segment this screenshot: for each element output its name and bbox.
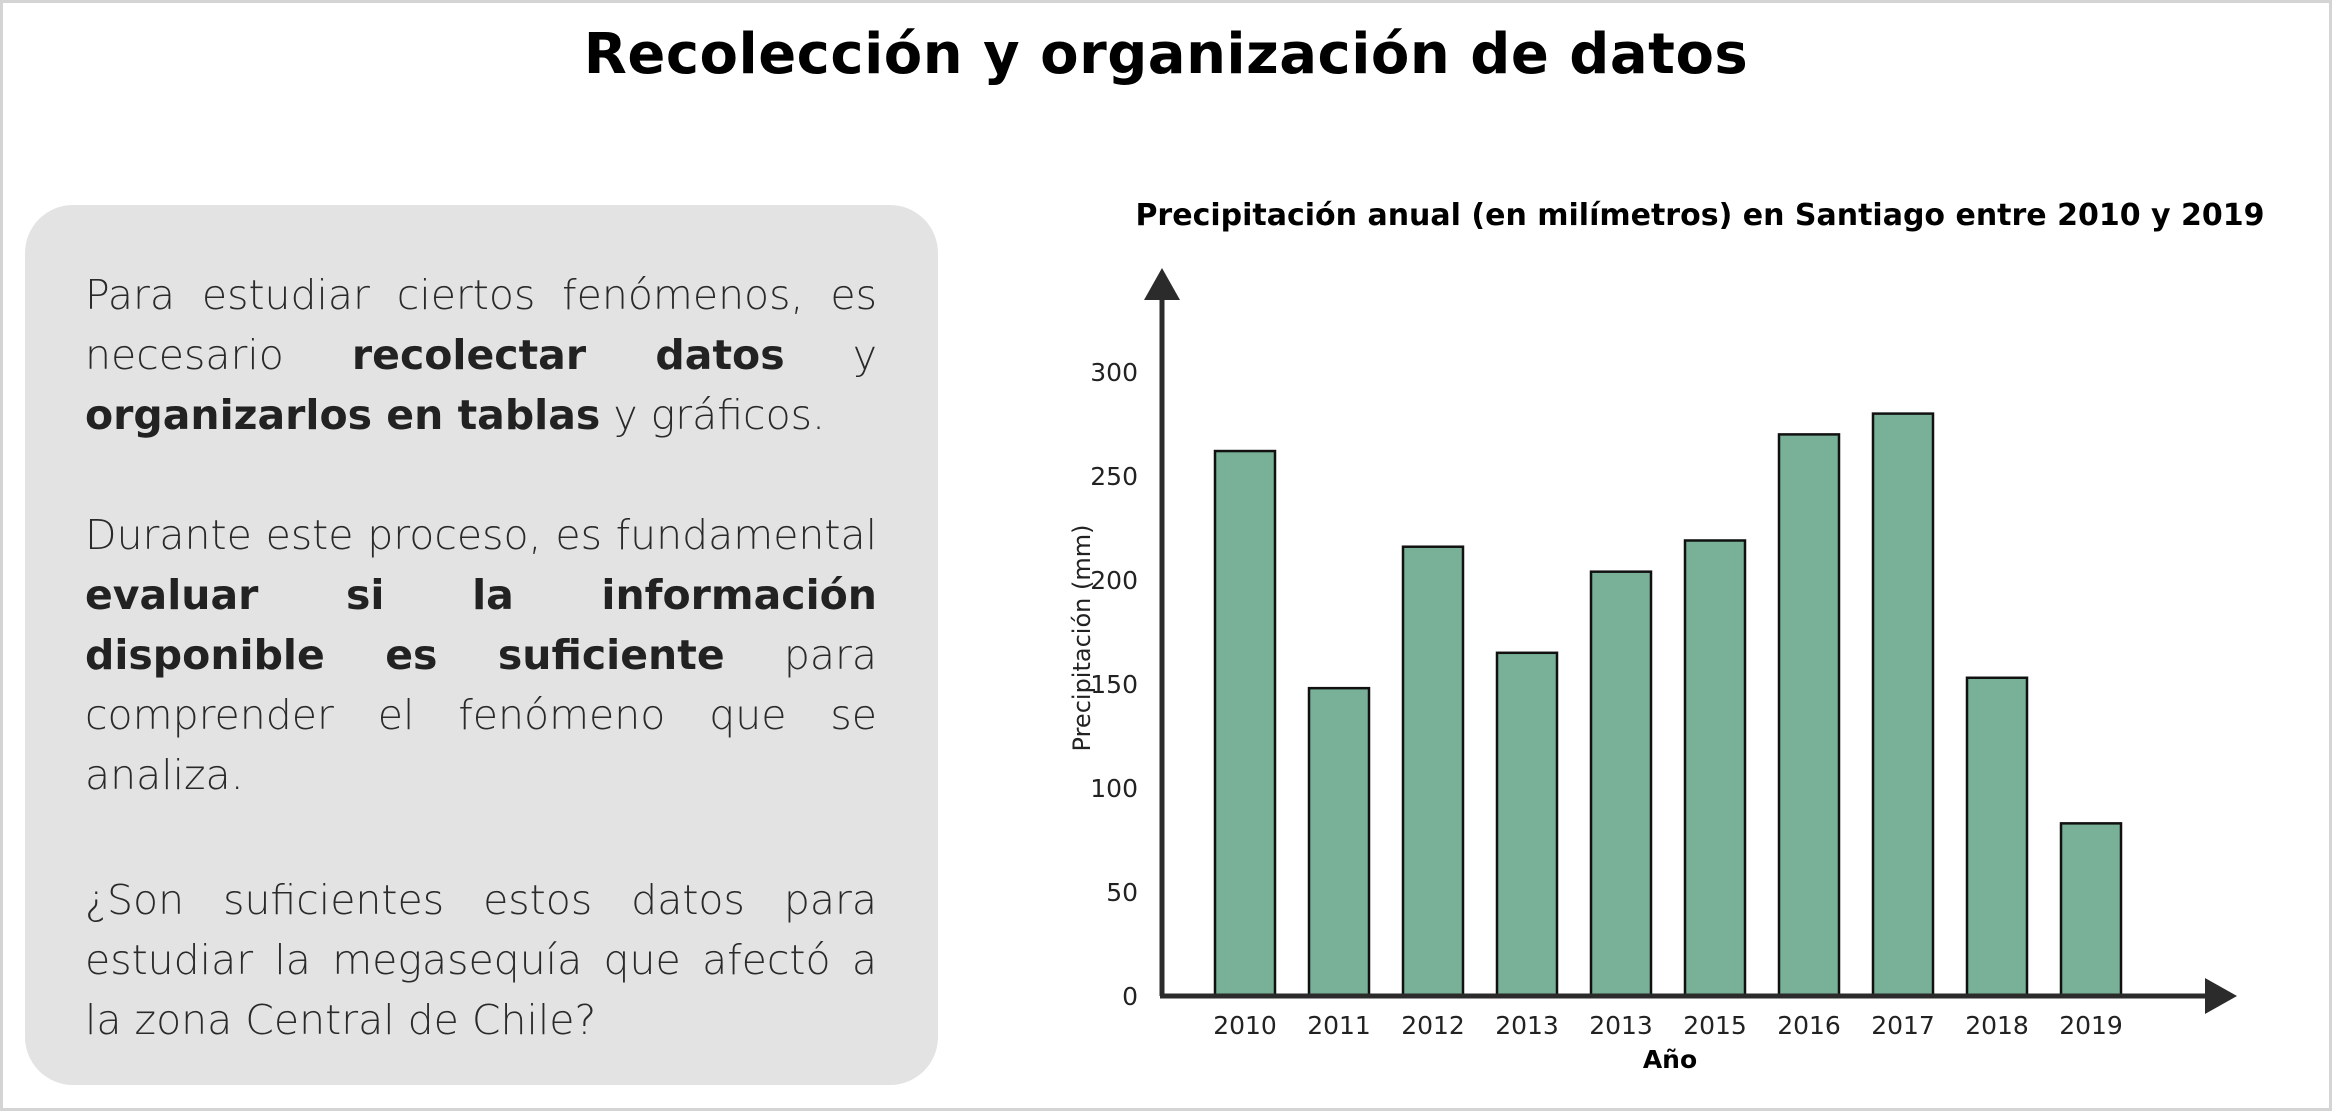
paragraph-process: Durante este proceso, es fundamental eva…: [85, 505, 877, 805]
body-text: para comprender el fenómeno que se anali…: [85, 631, 877, 799]
chart-title: Precipitación anual (en milímetros) en S…: [1135, 198, 2265, 233]
y-tick-label: 300: [1090, 358, 1138, 387]
emphasis-text: organizarlos en tablas: [85, 391, 601, 439]
body-text: Durante este proceso, es fundamental: [85, 511, 877, 559]
x-tick-label: 2015: [1683, 1011, 1747, 1040]
bar-2018: [1965, 676, 2029, 998]
x-tick-label: 2017: [1871, 1011, 1935, 1040]
x-axis-label: Año: [1643, 1045, 1697, 1074]
y-axis-arrow-icon: [1144, 268, 1180, 300]
x-tick-label: 2013: [1589, 1011, 1653, 1040]
x-tick-label: 2011: [1307, 1011, 1371, 1040]
body-text: y: [784, 331, 878, 379]
x-axis-arrow-icon: [2205, 978, 2237, 1014]
body-text: y gráficos.: [600, 391, 826, 439]
x-tick-label: 2012: [1401, 1011, 1465, 1040]
bar-2010: [1213, 449, 1277, 998]
body-text: Para estudiar ciertos fenómenos, es nece…: [85, 271, 877, 379]
x-tick-label: 2016: [1777, 1011, 1841, 1040]
emphasis-text: evaluar si la información disponible es …: [85, 571, 877, 679]
page-title: Recolección y organización de datos: [583, 22, 1749, 87]
y-tick-label: 150: [1090, 670, 1138, 699]
bar-2015: [1683, 539, 1747, 998]
y-tick-label: 250: [1090, 462, 1138, 491]
y-tick-label: 100: [1090, 774, 1138, 803]
body-text: ¿Son suficientes estos datos para estudi…: [85, 876, 877, 1044]
x-tick-label: 2018: [1965, 1011, 2029, 1040]
bar-2011: [1307, 686, 1371, 998]
bar-2017: [1871, 412, 1935, 998]
bar-2019: [2059, 822, 2123, 998]
bar-2013: [1589, 570, 1653, 998]
x-tick-label: 2019: [2059, 1011, 2123, 1040]
paragraph-intro: Para estudiar ciertos fenómenos, es nece…: [85, 265, 877, 445]
y-axis-label: Precipitación (mm): [1068, 525, 1096, 752]
x-tick-label: 2010: [1213, 1011, 1277, 1040]
y-tick-label: 0: [1122, 982, 1138, 1011]
emphasis-text: recolectar datos: [351, 331, 785, 379]
text-box: Para estudiar ciertos fenómenos, es nece…: [25, 205, 938, 1085]
x-tick-label: 2013: [1495, 1011, 1559, 1040]
y-tick-label: 50: [1106, 878, 1138, 907]
bar-2013: [1495, 651, 1559, 998]
paragraph-question: ¿Son suficientes estos datos para estudi…: [85, 870, 877, 1050]
bar-2016: [1777, 433, 1841, 998]
y-tick-label: 200: [1090, 566, 1138, 595]
bar-2012: [1401, 545, 1465, 998]
